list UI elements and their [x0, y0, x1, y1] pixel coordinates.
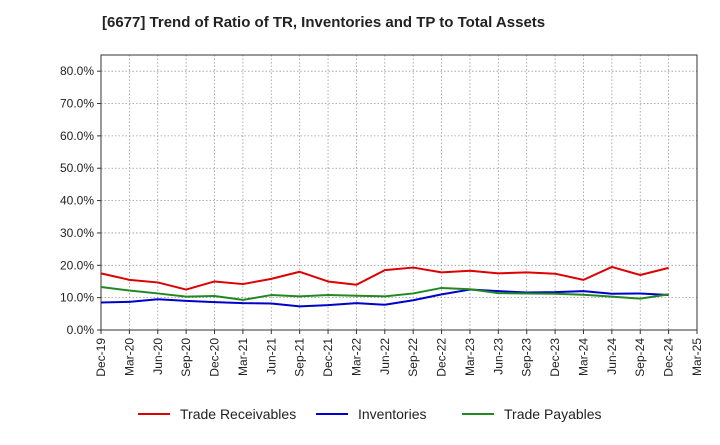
- x-tick-label: Sep-24: [633, 338, 647, 377]
- x-tick-label: Jun-23: [491, 338, 505, 375]
- x-tick-label: Dec-19: [94, 338, 108, 377]
- y-tick-label: 10.0%: [60, 291, 94, 305]
- x-tick-label: Sep-21: [293, 338, 307, 377]
- x-tick-label: Jun-22: [378, 338, 392, 375]
- y-tick-label: 70.0%: [60, 97, 94, 111]
- x-tick-label: Dec-24: [662, 338, 676, 377]
- plot-background: [101, 55, 697, 330]
- legend-item-trade-receivables: Trade Receivables: [138, 406, 296, 422]
- x-tick-label: Jun-24: [605, 338, 619, 375]
- legend-label: Inventories: [358, 406, 426, 422]
- series-line-trade-payables: [100, 285, 669, 301]
- y-tick-label: 80.0%: [60, 64, 94, 78]
- y-tick-label: 40.0%: [60, 194, 94, 208]
- legend-label: Trade Payables: [504, 406, 602, 422]
- x-tick-label: Mar-21: [236, 338, 250, 376]
- x-tick-label: Dec-23: [548, 338, 562, 377]
- legend-item-trade-payables: Trade Payables: [462, 406, 602, 422]
- series-line-trade-receivables: [100, 265, 669, 291]
- x-tick-label: Sep-22: [406, 338, 420, 377]
- x-tick-label: Mar-24: [576, 338, 590, 376]
- plot-frame: [100, 54, 698, 331]
- axes: Dec-19 Mar-20 Jun-20 Sep-20 Dec-20 Mar-21 Jun-…: [60, 54, 704, 377]
- x-tick-label: Dec-21: [321, 338, 335, 377]
- y-tick-label: 60.0%: [60, 129, 94, 143]
- plot-area: [101, 55, 697, 330]
- x-tick-label: Sep-23: [520, 338, 534, 377]
- gridlines: [101, 55, 697, 330]
- y-tick-label: 30.0%: [60, 226, 94, 240]
- legend-label: Trade Receivables: [180, 406, 296, 422]
- x-tick-label: Dec-22: [435, 338, 449, 377]
- x-tick-label: Dec-20: [208, 338, 222, 377]
- y-tick-label: 20.0%: [60, 258, 94, 272]
- legend-item-inventories: Inventories: [316, 406, 426, 422]
- y-tick-label: 0.0%: [67, 323, 95, 337]
- series-lines: [100, 265, 669, 308]
- x-tick-label: Mar-20: [122, 338, 136, 376]
- chart-title: [6677] Trend of Ratio of TR, Inventories…: [102, 14, 546, 31]
- x-tick-label: Mar-25: [690, 338, 704, 376]
- legend: Trade Receivables Inventories Trade Payabl…: [138, 406, 602, 422]
- x-tick-label: Jun-20: [151, 338, 165, 375]
- x-tick-label: Jun-21: [264, 338, 278, 375]
- series-line-inventories: [100, 288, 669, 308]
- x-tick-label: Sep-20: [179, 338, 193, 377]
- y-tick-label: 50.0%: [60, 161, 94, 175]
- x-tick-label: Mar-22: [349, 338, 363, 376]
- x-tick-label: Mar-23: [463, 338, 477, 376]
